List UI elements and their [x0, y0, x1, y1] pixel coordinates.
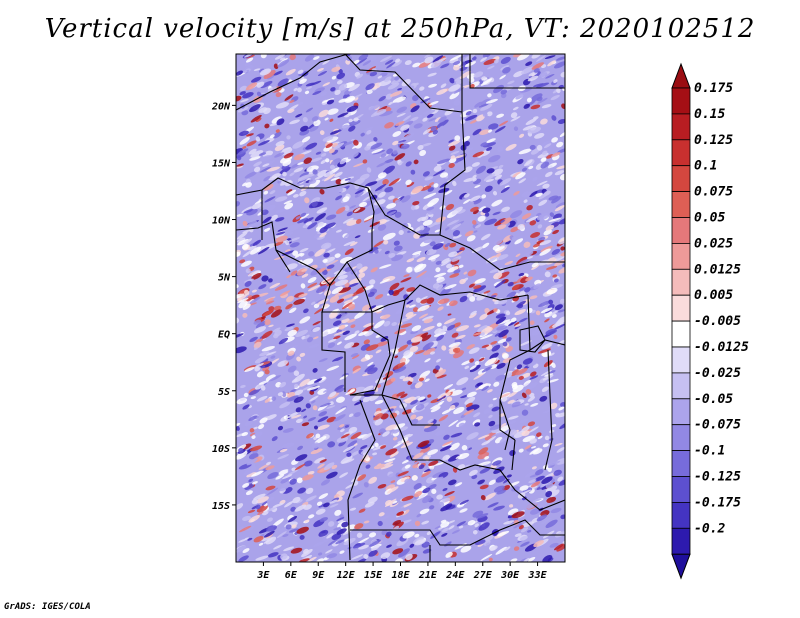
lat-tick-label: 10S — [212, 444, 230, 455]
colorbar-swatch — [671, 398, 691, 426]
border-line-4 — [236, 177, 375, 231]
grads-credit: GrADS: IGES/COLA — [4, 602, 91, 612]
lat-tick-label: 10N — [212, 216, 231, 227]
border-line-6 — [236, 221, 291, 273]
border-line-5 — [367, 187, 565, 271]
velocity-field — [236, 54, 565, 562]
colorbar-swatch — [671, 476, 691, 503]
border-line-11 — [349, 312, 391, 396]
colorbar-label: -0.1 — [694, 444, 725, 459]
lat-tick-label: 5S — [218, 387, 230, 398]
border-line-13 — [499, 294, 531, 441]
lat-tick-label: 15N — [212, 158, 231, 169]
lon-tick-label: 15E — [364, 570, 383, 581]
colorbar-label: 0.125 — [694, 133, 733, 148]
colorbar-swatch — [671, 242, 691, 270]
lon-tick-label: 12E — [337, 570, 356, 581]
colorbar-top-arrow — [671, 62, 691, 89]
border-line-20 — [499, 399, 516, 471]
chart-title: Vertical velocity [m/s] at 250hPa, VT: 2… — [44, 14, 756, 44]
colorbar-label: -0.05 — [694, 392, 733, 407]
border-line-3 — [469, 54, 565, 89]
colorbar-swatch — [671, 217, 691, 244]
lon-tick-label: 30E — [500, 570, 520, 581]
colorbar-bottom-arrow — [671, 553, 691, 580]
lon-tick-label: 18E — [391, 570, 410, 581]
colorbar-swatch — [671, 320, 691, 348]
border-line-18 — [350, 519, 565, 546]
colorbar-swatch — [671, 87, 691, 115]
colorbar-swatch — [671, 191, 691, 218]
colorbar-swatch — [671, 424, 691, 452]
colorbar-label: 0.1 — [694, 159, 717, 174]
border-line-16 — [347, 399, 376, 561]
lon-tick-label: 27E — [473, 570, 493, 581]
colorbar-swatch — [671, 139, 691, 167]
colorbar-label: -0.075 — [694, 418, 741, 433]
colorbar: 0.175 0.15 0.125 0.1 0.075 0.05 0.025 0.0125 0.0… — [671, 62, 749, 580]
lake-victoria — [519, 325, 546, 353]
lat-tick-label: 5N — [218, 273, 231, 284]
colorbar-label: -0.005 — [694, 314, 741, 329]
border-line-9 — [346, 261, 373, 313]
colorbar-label: 0.15 — [694, 107, 725, 122]
colorbar-swatch — [671, 372, 691, 400]
colorbar-label: -0.025 — [694, 366, 741, 381]
lon-tick-label: 3E — [256, 570, 270, 581]
lon-tick-label: 24E — [445, 570, 465, 581]
border-line-17 — [412, 459, 565, 511]
country-borders — [236, 54, 565, 562]
colorbar-label: -0.0125 — [694, 340, 749, 355]
colorbar-swatch — [671, 294, 691, 322]
longitude-axis: 3E 6E 9E 12E 15E 18E 21E 24E 27E 30E 33E — [256, 562, 548, 581]
border-line-10 — [321, 312, 346, 392]
colorbar-swatch — [671, 268, 691, 296]
colorbar-label: -0.2 — [694, 521, 725, 536]
colorbar-label: 0.0125 — [694, 262, 741, 277]
border-line-2 — [439, 54, 466, 236]
colorbar-label: -0.175 — [694, 495, 741, 510]
lat-tick-label: 20N — [211, 101, 231, 112]
colorbar-label: 0.075 — [694, 185, 733, 200]
colorbar-swatch — [671, 113, 691, 141]
colorbar-label: 0.025 — [694, 236, 733, 251]
colorbar-label: -0.125 — [694, 470, 741, 485]
colorbar-label: 0.05 — [694, 211, 725, 226]
colorbar-swatch — [671, 527, 691, 555]
lat-tick-label: EQ — [218, 330, 230, 341]
lon-tick-label: 33E — [528, 570, 548, 581]
colorbar-label: 0.005 — [694, 288, 733, 303]
border-line-0 — [236, 54, 349, 111]
lon-tick-label: 9E — [312, 570, 325, 581]
colorbar-swatch — [671, 450, 691, 477]
border-line-21 — [544, 349, 553, 471]
lon-tick-label: 21E — [418, 570, 438, 581]
lon-tick-label: 6E — [285, 570, 298, 581]
colorbar-swatch — [671, 501, 691, 529]
lat-tick-label: 15S — [212, 501, 230, 512]
colorbar-label: 0.175 — [694, 81, 733, 96]
latitude-axis: 20N 15N 10N 5N EQ 5S 10S 15S — [211, 101, 236, 512]
border-line-15 — [350, 394, 440, 426]
colorbar-swatch — [671, 346, 691, 374]
border-line-1 — [344, 54, 463, 113]
colorbar-swatch — [671, 165, 691, 192]
